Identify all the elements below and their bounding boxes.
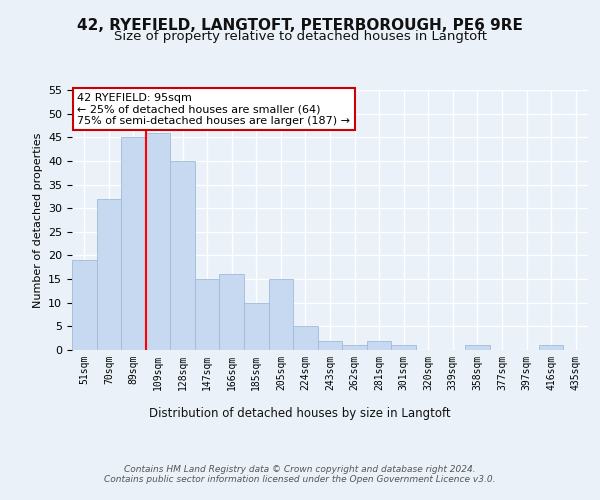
Bar — [97, 198, 121, 350]
Bar — [146, 132, 170, 350]
Bar — [465, 346, 490, 350]
Y-axis label: Number of detached properties: Number of detached properties — [32, 132, 43, 308]
Bar — [72, 260, 97, 350]
Bar — [391, 346, 416, 350]
Bar — [318, 340, 342, 350]
Bar — [244, 302, 269, 350]
Bar — [367, 340, 391, 350]
Bar — [539, 346, 563, 350]
Bar — [269, 279, 293, 350]
Bar — [293, 326, 318, 350]
Bar — [220, 274, 244, 350]
Text: Size of property relative to detached houses in Langtoft: Size of property relative to detached ho… — [113, 30, 487, 43]
Bar — [195, 279, 220, 350]
Bar — [342, 346, 367, 350]
Bar — [170, 161, 195, 350]
Text: Contains HM Land Registry data © Crown copyright and database right 2024.
Contai: Contains HM Land Registry data © Crown c… — [104, 465, 496, 484]
Text: 42, RYEFIELD, LANGTOFT, PETERBOROUGH, PE6 9RE: 42, RYEFIELD, LANGTOFT, PETERBOROUGH, PE… — [77, 18, 523, 32]
Text: Distribution of detached houses by size in Langtoft: Distribution of detached houses by size … — [149, 408, 451, 420]
Text: 42 RYEFIELD: 95sqm
← 25% of detached houses are smaller (64)
75% of semi-detache: 42 RYEFIELD: 95sqm ← 25% of detached hou… — [77, 92, 350, 126]
Bar — [121, 138, 146, 350]
